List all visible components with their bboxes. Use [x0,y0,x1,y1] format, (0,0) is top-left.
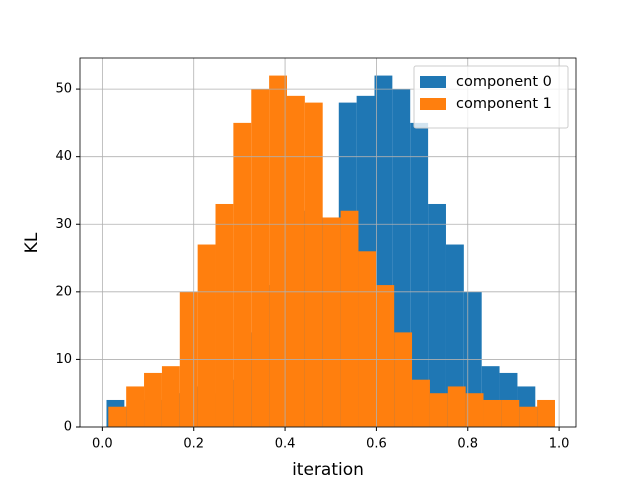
x-tick-label: 0.0 [92,437,113,452]
y-tick-label: 30 [55,217,72,232]
legend-label: component 1 [456,96,552,112]
x-axis-label: iteration [292,460,364,480]
y-tick-label: 50 [55,82,72,97]
x-tick-label: 0.8 [457,437,478,452]
histogram-bar [233,122,252,427]
histogram-bar [537,399,555,427]
histogram-bar [412,379,430,427]
histogram-bar [394,332,413,427]
plot-frame [79,57,577,428]
histogram-bar [358,251,377,427]
histogram-bar [445,244,464,427]
legend-swatch [420,76,446,88]
histogram-bar [447,386,466,427]
x-tick-label: 0.2 [183,437,204,452]
histogram-bar [304,102,323,427]
histogram-bar [251,89,270,427]
histogram-bar [465,393,484,427]
histogram-bar [215,203,234,427]
histogram-bar [161,366,180,427]
histogram-bar [410,122,429,427]
histogram-bar [108,406,127,427]
histogram-bar [126,386,145,427]
histogram-bar [376,285,395,427]
histogram-bar [197,244,216,427]
y-tick-label: 40 [55,149,72,164]
histogram-bar [428,203,446,427]
histogram-bar [144,372,162,427]
histogram-bar [322,217,341,427]
y-tick-label: 0 [64,420,72,435]
legend-label: component 0 [456,74,552,90]
histogram-bar [519,406,538,427]
x-tick-label: 1.0 [549,437,570,452]
histogram-bar [429,393,448,427]
legend-swatch [420,98,446,110]
histogram-bar [340,210,359,427]
y-tick-label: 10 [55,352,72,367]
x-tick-label: 0.6 [366,437,387,452]
histogram-bar [483,399,502,427]
legend-box [413,65,569,129]
histogram-bar [286,95,305,427]
x-tick-label: 0.4 [275,437,296,452]
y-tick-label: 20 [55,284,72,299]
legend: component 0 component 1 [413,65,569,129]
histogram-bar [501,399,520,427]
histogram-bar [269,75,287,428]
y-axis-label: KL [22,232,42,253]
